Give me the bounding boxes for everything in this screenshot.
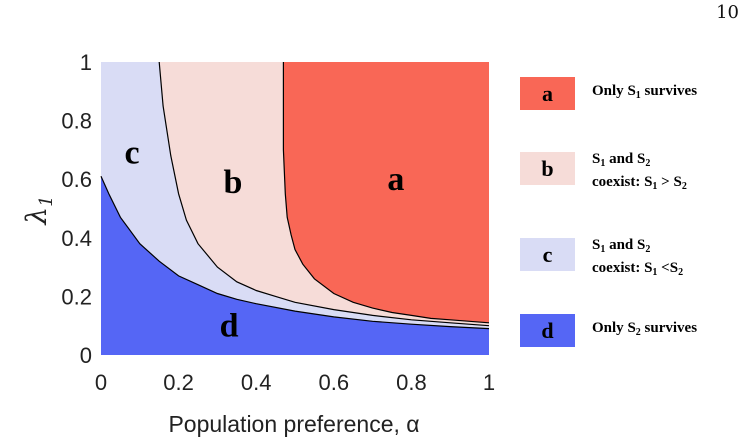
region-a-only-s1 xyxy=(283,62,489,323)
boundary-line-b-a xyxy=(282,62,490,324)
legend-text-a: Only S1 survives xyxy=(592,83,698,101)
legend-swatch-b: b xyxy=(520,152,575,185)
y-axis-label: λ1 xyxy=(20,195,57,225)
region-label-d: d xyxy=(220,307,239,344)
phase-diagram-chart: a b c d 0 0.2 0.4 0.6 0.8 1 0 0.2 0.4 0.6 0.8 1 Popul… xyxy=(20,50,495,437)
legend: a Only S1 survives b S1 and S2 coexist: … xyxy=(520,0,753,446)
region-label-b: b xyxy=(223,164,242,201)
legend-swatch-a: a xyxy=(520,77,575,110)
x-tick-label: 0.6 xyxy=(319,370,350,395)
x-axis-label: Population preference, α xyxy=(168,411,419,437)
x-tick-label: 0.8 xyxy=(396,370,427,395)
legend-text-d: Only S2 survives xyxy=(592,320,698,338)
legend-text-b: S1 and S2 coexist: S1 > S2 xyxy=(592,151,687,192)
region-c-coexist-s2-greater xyxy=(101,62,489,329)
boundary-line-c-b xyxy=(158,61,490,327)
y-tick-label: 0.4 xyxy=(61,226,92,251)
region-d-only-s2 xyxy=(101,176,489,355)
y-tick-label: 0.2 xyxy=(61,284,92,309)
region-label-c: c xyxy=(124,135,139,172)
y-tick-label: 0 xyxy=(80,343,92,368)
legend-swatch-d: d xyxy=(520,314,575,347)
region-b-coexist-s1-greater xyxy=(159,62,489,326)
legend-text-c: S1 and S2 coexist: S1 <S2 xyxy=(592,237,684,278)
svg-text:λ1: λ1 xyxy=(20,195,57,225)
legend-swatch-c: c xyxy=(520,238,575,271)
y-tick-label: 0.8 xyxy=(61,109,92,134)
x-tick-label: 0.2 xyxy=(163,370,194,395)
y-tick-label: 0.6 xyxy=(61,167,92,192)
x-tick-label: 1 xyxy=(483,370,495,395)
page-number: 10 xyxy=(716,2,739,23)
x-tick-label: 0.4 xyxy=(241,370,272,395)
boundary-line-d-c xyxy=(100,176,490,330)
x-tick-label: 0 xyxy=(95,370,107,395)
y-tick-label: 1 xyxy=(80,50,92,75)
region-label-a: a xyxy=(387,161,404,198)
